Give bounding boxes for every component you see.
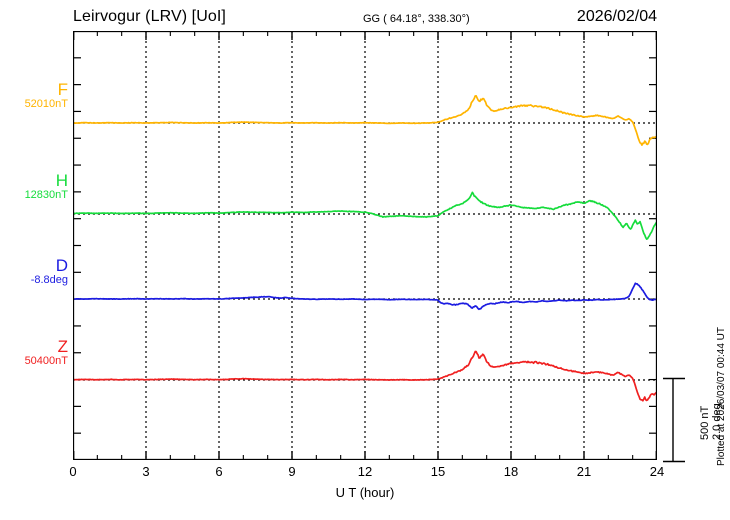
scale-bar — [663, 377, 685, 463]
x-axis-ticks — [73, 31, 657, 460]
x-tick-label: 15 — [430, 464, 446, 479]
x-tick-label: 9 — [288, 464, 296, 479]
x-tick-label: 3 — [142, 464, 150, 479]
component-symbol-d: D — [55, 256, 68, 275]
magnetogram-plot — [73, 31, 657, 460]
x-tick-label: 21 — [576, 464, 592, 479]
component-value-z: 50400nT — [24, 354, 68, 367]
component-symbol-f: F — [57, 80, 68, 99]
component-value-d: -8.8deg — [30, 273, 68, 286]
trace-f — [73, 95, 657, 147]
component-label-f: F 52010nT — [0, 81, 68, 110]
x-tick-label: 6 — [215, 464, 223, 479]
trace-h — [73, 191, 657, 240]
scale-bar-units-nt: 500 nT — [699, 405, 711, 440]
plot-svg — [73, 31, 657, 460]
trace-z — [73, 350, 657, 402]
component-label-h: H 12830nT — [0, 172, 68, 201]
x-axis-title: U T (hour) — [335, 485, 395, 500]
station-title: Leirvogur (LRV) [UoI] — [73, 8, 226, 25]
trace-d — [73, 282, 657, 311]
component-label-d: D -8.8deg — [0, 257, 68, 286]
plotted-at-stamp: Plotted at 2026/03/07 00:44 UT — [716, 327, 727, 466]
component-value-h: 12830nT — [24, 188, 68, 201]
x-axis-tick-labels: 0 3 6 9 12 15 18 21 24 — [69, 464, 664, 482]
component-value-f: 52010nT — [24, 97, 68, 110]
data-traces — [73, 95, 657, 402]
gridlines — [145, 31, 585, 460]
component-symbol-h: H — [55, 171, 68, 190]
component-label-z: Z 50400nT — [0, 338, 68, 367]
x-tick-label: 18 — [503, 464, 519, 479]
component-symbol-z: Z — [57, 337, 68, 356]
x-tick-label: 24 — [649, 464, 665, 479]
plot-frame — [73, 31, 657, 460]
x-tick-label: 12 — [357, 464, 373, 479]
geographic-coordinates: GG ( 64.18°, 338.30°) — [363, 13, 470, 25]
x-tick-label: 0 — [69, 464, 77, 479]
observation-date: 2026/02/04 — [576, 8, 657, 25]
